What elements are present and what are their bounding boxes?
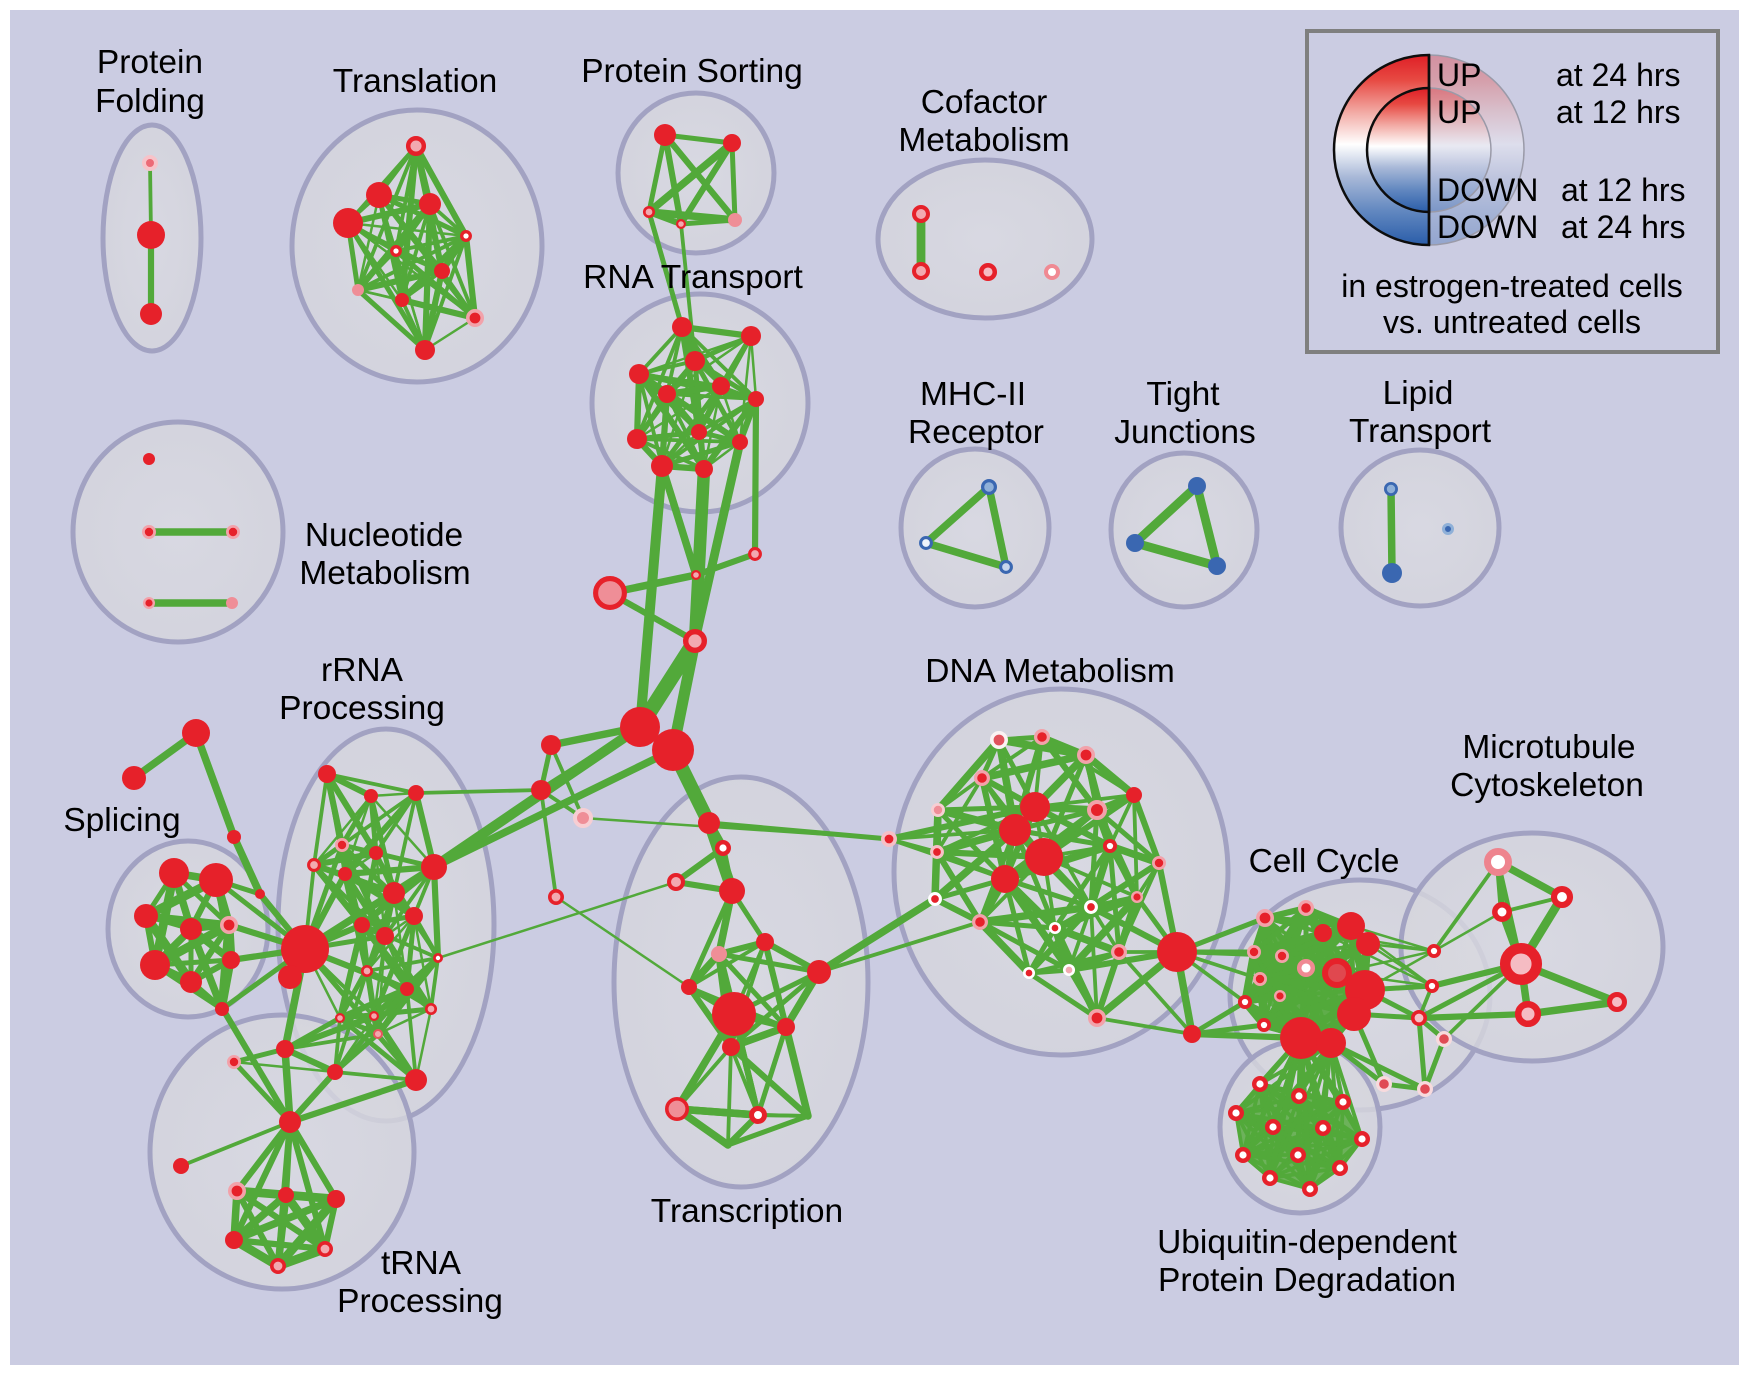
svg-text:Microtubule: Microtubule (1462, 729, 1635, 766)
svg-text:Processing: Processing (279, 690, 445, 727)
svg-text:rRNA: rRNA (321, 652, 404, 689)
svg-text:in estrogen-treated cells: in estrogen-treated cells (1341, 268, 1683, 304)
svg-text:Ubiquitin-dependent: Ubiquitin-dependent (1157, 1224, 1458, 1261)
svg-text:DNA Metabolism: DNA Metabolism (925, 653, 1174, 690)
svg-text:Translation: Translation (333, 63, 497, 100)
svg-text:RNA Transport: RNA Transport (583, 259, 803, 296)
svg-text:Junctions: Junctions (1114, 414, 1256, 451)
svg-text:Protein: Protein (97, 44, 203, 81)
svg-text:Transport: Transport (1349, 413, 1492, 450)
svg-text:DOWN: DOWN (1437, 172, 1538, 208)
svg-text:Protein Sorting: Protein Sorting (581, 53, 803, 90)
svg-text:at 24 hrs: at 24 hrs (1561, 209, 1686, 245)
svg-text:Metabolism: Metabolism (299, 555, 470, 592)
svg-text:tRNA: tRNA (381, 1245, 462, 1282)
svg-text:Cofactor: Cofactor (921, 84, 1048, 121)
svg-text:Folding: Folding (95, 83, 205, 120)
svg-text:vs. untreated cells: vs. untreated cells (1383, 304, 1641, 340)
svg-text:Protein Degradation: Protein Degradation (1158, 1262, 1456, 1299)
svg-text:Lipid: Lipid (1383, 375, 1454, 412)
svg-text:DOWN: DOWN (1437, 209, 1538, 245)
svg-text:MHC-II: MHC-II (920, 376, 1026, 413)
svg-text:at 12 hrs: at 12 hrs (1561, 172, 1686, 208)
svg-text:Receptor: Receptor (908, 414, 1044, 451)
svg-text:Nucleotide: Nucleotide (305, 517, 463, 554)
svg-text:Cell Cycle: Cell Cycle (1249, 843, 1400, 880)
svg-text:at 12 hrs: at 12 hrs (1556, 94, 1681, 130)
svg-text:UP: UP (1437, 94, 1481, 130)
svg-text:Tight: Tight (1146, 376, 1220, 413)
svg-text:UP: UP (1437, 57, 1481, 93)
svg-text:Cytoskeleton: Cytoskeleton (1450, 767, 1644, 804)
svg-text:Processing: Processing (337, 1283, 503, 1320)
svg-text:Transcription: Transcription (651, 1193, 843, 1230)
svg-text:Metabolism: Metabolism (898, 122, 1069, 159)
svg-text:Splicing: Splicing (63, 802, 180, 839)
svg-text:at 24 hrs: at 24 hrs (1556, 57, 1681, 93)
